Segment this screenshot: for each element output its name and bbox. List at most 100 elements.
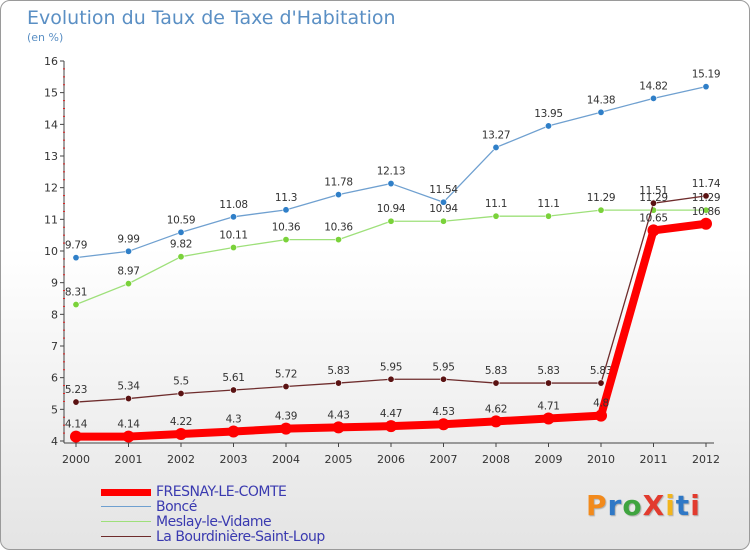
data-point-3 (282, 383, 290, 391)
data-label-3: 5.23 (65, 384, 87, 396)
data-point-2 (702, 206, 710, 214)
data-point-2 (597, 206, 605, 214)
data-point-2 (544, 212, 552, 220)
y-tick-label: 16 (44, 55, 58, 68)
data-point-0 (542, 412, 555, 425)
legend-label-fresnay: FRESNAY-LE-COMTE (156, 484, 287, 500)
y-tick-label: 11 (44, 213, 58, 226)
data-label-2: 10.94 (377, 203, 406, 215)
data-point-3 (702, 192, 710, 200)
data-label-0: 4.39 (275, 411, 297, 423)
y-tick-label: 15 (44, 87, 58, 100)
data-label-2: 10.36 (272, 222, 301, 234)
data-point-0 (647, 224, 660, 237)
data-label-1: 14.82 (639, 80, 668, 92)
x-tick-label: 2006 (377, 453, 405, 466)
data-point-1 (439, 198, 447, 206)
data-label-1: 14.38 (587, 94, 616, 106)
data-point-3 (72, 398, 80, 406)
data-label-0: 4.53 (432, 406, 454, 418)
data-label-3: 5.83 (590, 365, 612, 377)
data-point-3 (439, 375, 447, 383)
data-label-0: 4.3 (226, 414, 242, 426)
data-point-3 (387, 375, 395, 383)
data-point-2 (334, 236, 342, 244)
data-label-0: 4.62 (485, 403, 507, 415)
data-point-0 (332, 421, 345, 434)
x-tick-label: 2009 (535, 453, 563, 466)
legend-swatch-bourdiniere (101, 536, 151, 537)
data-point-3 (177, 389, 185, 397)
y-tick-label: 4 (51, 435, 58, 448)
data-point-0 (700, 217, 712, 230)
data-label-3: 5.95 (432, 361, 454, 373)
data-label-1: 13.95 (534, 108, 563, 120)
data-point-3 (334, 379, 342, 387)
data-point-0 (175, 428, 187, 441)
data-label-2: 11.29 (587, 192, 616, 204)
data-point-2 (387, 217, 395, 225)
legend-label-bourdiniere: La Bourdinière-Saint-Loup (156, 529, 325, 545)
y-tick-label: 13 (44, 150, 58, 163)
data-label-2: 11.29 (639, 192, 668, 204)
data-point-1 (282, 206, 290, 214)
y-tick-label: 6 (51, 372, 58, 385)
y-tick-label: 12 (44, 182, 58, 195)
data-label-2: 11.1 (485, 198, 507, 210)
data-point-0 (385, 420, 397, 433)
data-point-1 (597, 108, 605, 116)
y-tick-label: 7 (51, 340, 58, 353)
data-label-3: 11.74 (692, 178, 721, 190)
series-line-0 (76, 219, 707, 441)
data-label-3: 5.72 (275, 369, 297, 381)
y-tick-label: 8 (51, 308, 58, 321)
data-point-1 (177, 228, 185, 236)
data-point-3 (230, 386, 238, 394)
data-label-0: 4.8 (593, 398, 609, 410)
data-point-2 (177, 253, 185, 261)
y-tick-label: 10 (44, 245, 58, 258)
legend-swatch-bonce (101, 506, 151, 507)
data-point-0 (437, 418, 450, 431)
data-point-1 (492, 143, 500, 151)
data-label-1: 11.54 (429, 184, 458, 196)
y-tick-label: 9 (51, 277, 58, 290)
data-label-2: 8.31 (65, 287, 87, 299)
data-label-1: 9.99 (117, 233, 139, 245)
data-point-0 (490, 415, 502, 428)
legend-swatch-fresnay (101, 489, 151, 496)
legend-swatch-meslay (101, 521, 151, 522)
data-label-1: 12.13 (377, 166, 406, 178)
legend-item-bourdiniere: La Bourdinière-Saint-Loup (101, 529, 401, 545)
data-label-1: 11.78 (324, 177, 353, 189)
data-point-0 (70, 430, 82, 443)
data-label-2: 11.1 (537, 198, 559, 210)
data-point-1 (125, 247, 133, 255)
data-label-1: 10.59 (167, 214, 196, 226)
data-label-0: 4.47 (380, 408, 402, 420)
data-label-0: 10.86 (692, 206, 721, 218)
legend-label-bonce: Boncé (156, 499, 197, 515)
data-point-0 (280, 422, 292, 435)
x-tick-label: 2010 (587, 453, 615, 466)
x-tick-label: 2011 (640, 453, 668, 466)
data-point-0 (122, 430, 135, 443)
data-label-3: 5.83 (537, 365, 559, 377)
data-point-1 (72, 254, 80, 262)
data-label-0: 4.71 (537, 401, 559, 413)
data-label-1: 15.19 (692, 69, 721, 81)
legend-item-bonce: Boncé (101, 499, 401, 515)
data-label-0: 4.14 (117, 419, 140, 431)
data-point-2 (72, 301, 80, 309)
data-label-1: 9.79 (65, 240, 87, 252)
chart-legend: FRESNAY-LE-COMTE Boncé Meslay-le-Vidame … (101, 484, 401, 545)
data-label-3: 5.83 (327, 365, 349, 377)
data-label-3: 5.34 (117, 381, 140, 393)
data-label-3: 5.95 (380, 361, 402, 373)
data-label-2: 9.82 (170, 239, 192, 251)
legend-item-fresnay: FRESNAY-LE-COMTE (101, 484, 401, 500)
data-point-1 (230, 213, 238, 221)
chart-unit-label: (en %) (27, 31, 64, 44)
data-point-3 (597, 379, 605, 387)
data-label-3: 5.83 (485, 365, 507, 377)
